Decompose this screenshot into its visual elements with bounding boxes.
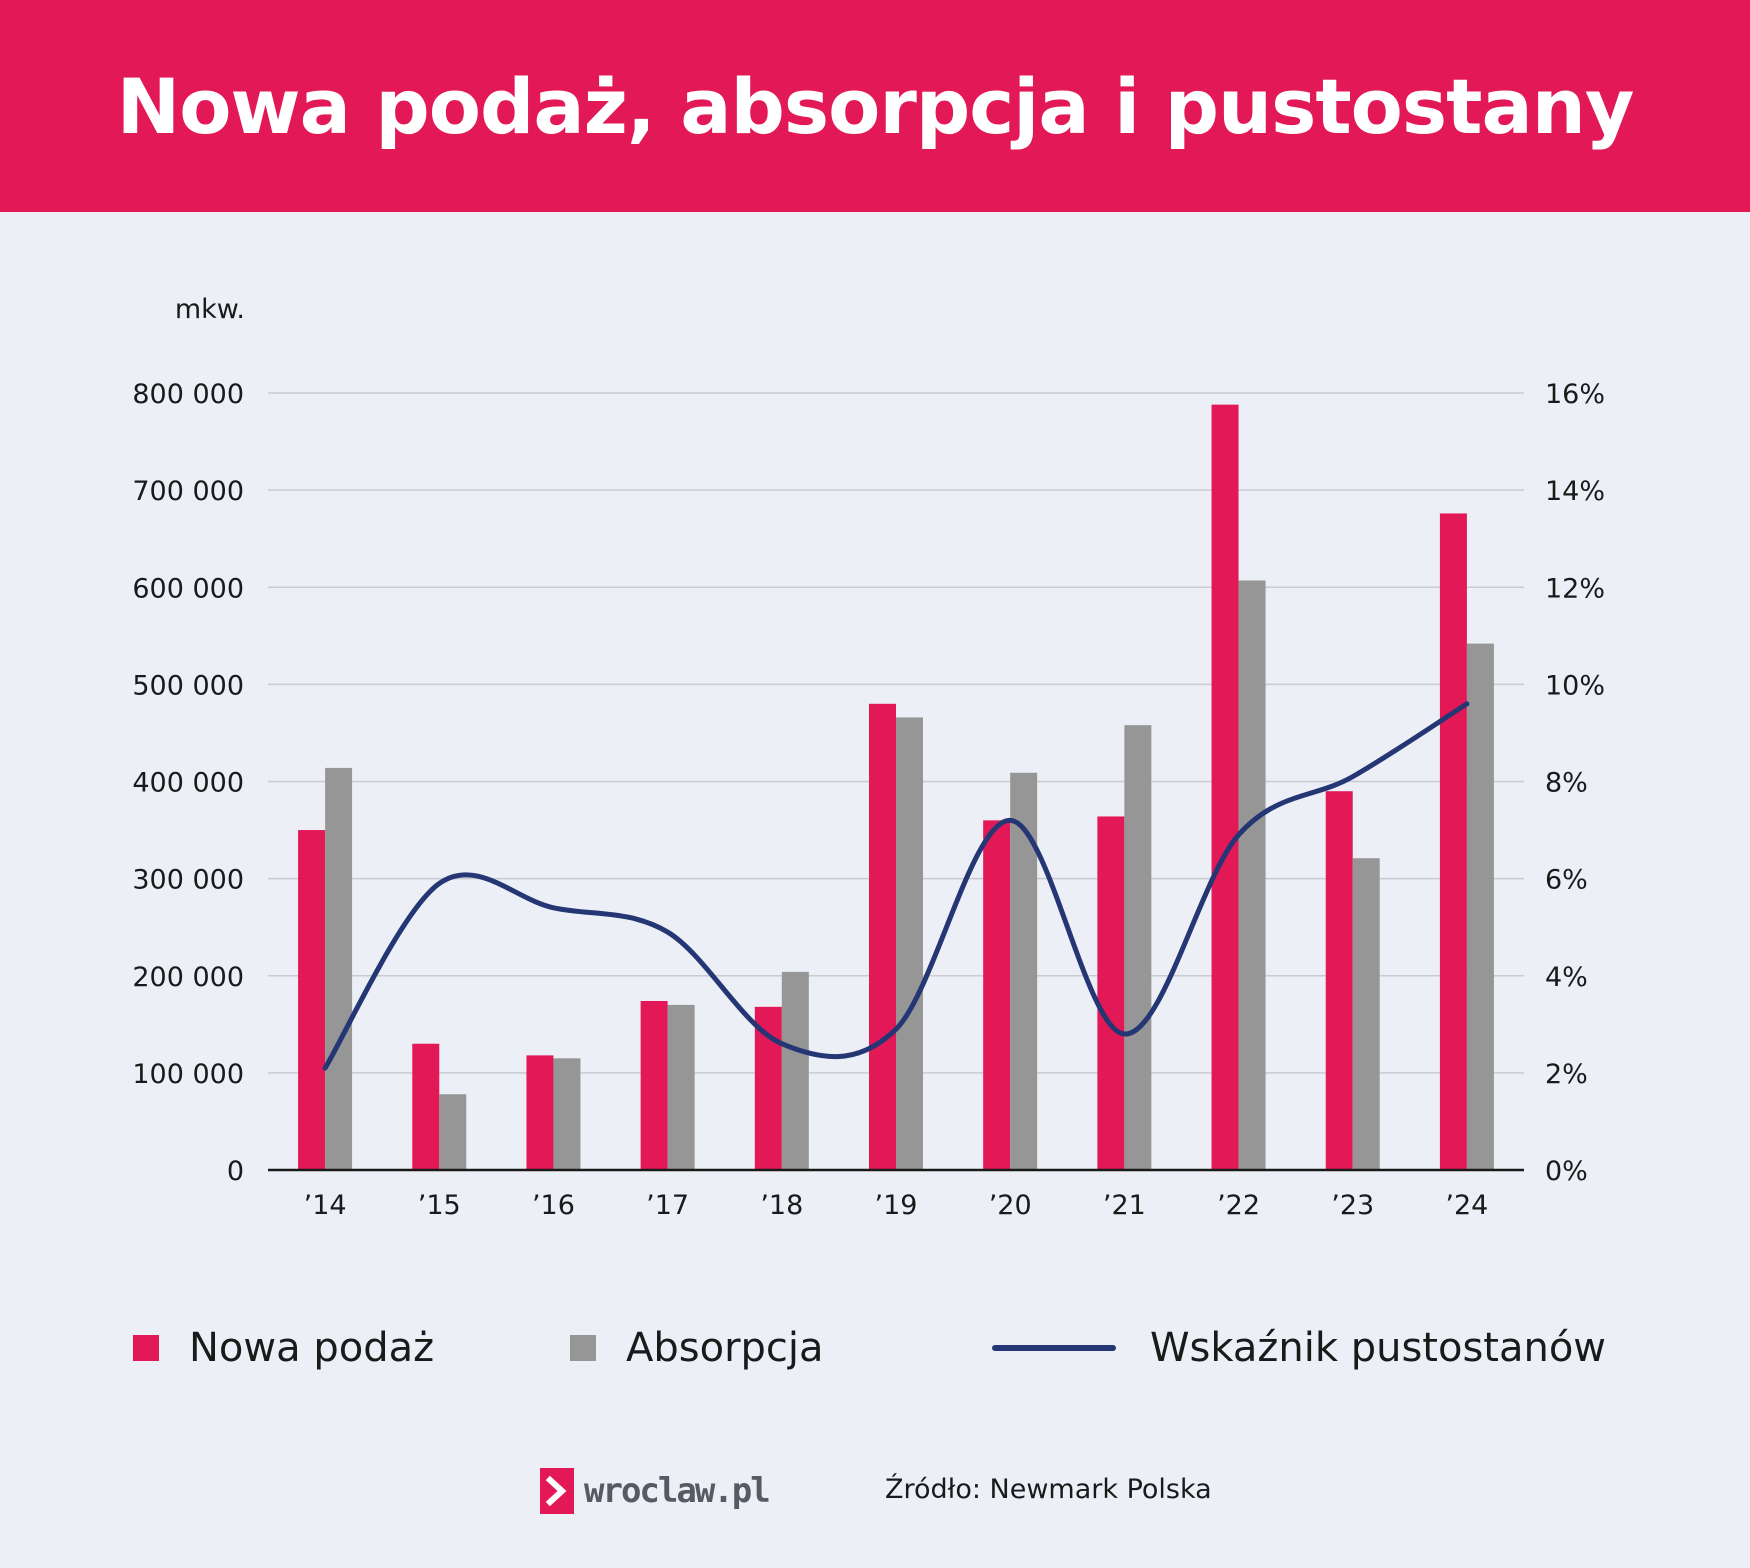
legend-item-nowa-podaz: Nowa podaż xyxy=(133,1318,434,1378)
bar-absorpcja xyxy=(667,1004,695,1170)
y2-tick-label: 6% xyxy=(1545,865,1588,896)
bar-absorpcja xyxy=(325,767,353,1170)
y2-tick-label: 0% xyxy=(1545,1156,1588,1187)
x-tick-label: ’16 xyxy=(532,1190,575,1221)
chart: 0 100 000 200 000 300 000 400 000 500 000 600 … xyxy=(132,294,1605,1221)
x-tick-label: ’20 xyxy=(989,1190,1032,1221)
legend-item-absorpcja: Absorpcja xyxy=(570,1318,824,1378)
x-tick-label: ’14 xyxy=(304,1190,347,1221)
legend-swatch-nowa-podaz xyxy=(133,1335,159,1361)
x-tick-label: ’24 xyxy=(1445,1190,1488,1221)
bar-nowa-podaz xyxy=(640,1001,668,1170)
legend-label-nowa-podaz: Nowa podaż xyxy=(189,1325,435,1371)
bar-absorpcja xyxy=(1124,725,1152,1170)
x-tick-label: ’17 xyxy=(646,1190,689,1221)
bar-nowa-podaz xyxy=(526,1055,554,1170)
bar-nowa-podaz xyxy=(1211,404,1239,1170)
y-tick-label: 800 000 xyxy=(132,379,244,410)
chevron-right-icon xyxy=(540,1468,574,1514)
wroclaw-logo: wroclaw.pl xyxy=(540,1468,771,1514)
bar-nowa-podaz xyxy=(983,820,1011,1170)
legend-label-wskaznik: Wskaźnik pustostanów xyxy=(1150,1325,1607,1371)
y-tick-label: 200 000 xyxy=(132,962,244,993)
x-tick-label: ’22 xyxy=(1217,1190,1260,1221)
y-axis-label: mkw. xyxy=(175,294,245,325)
x-tick-label: ’23 xyxy=(1331,1190,1374,1221)
y2-tick-label: 10% xyxy=(1545,670,1605,701)
bar-absorpcja xyxy=(896,717,923,1170)
x-tick-label: ’15 xyxy=(418,1190,461,1221)
y2-tick-label: 8% xyxy=(1545,768,1588,799)
bar-nowa-podaz xyxy=(298,830,326,1170)
y-tick-label: 300 000 xyxy=(132,865,244,896)
bar-absorpcja xyxy=(1352,858,1380,1170)
x-tick-label: ’21 xyxy=(1103,1190,1146,1221)
y2-tick-label: 16% xyxy=(1545,379,1605,410)
y-tick-label: 700 000 xyxy=(132,476,244,507)
y2-tick-label: 2% xyxy=(1545,1059,1588,1090)
y2-tick-label: 4% xyxy=(1545,962,1588,993)
bar-absorpcja xyxy=(553,1058,581,1170)
line-wskaznik-pustostanow xyxy=(322,701,1470,1071)
page-title: Nowa podaż, absorpcja i pustostany xyxy=(116,61,1635,151)
y-tick-label: 0 xyxy=(227,1156,244,1187)
y2-tick-label: 12% xyxy=(1545,573,1605,604)
bar-absorpcja xyxy=(781,971,809,1170)
y-tick-label: 600 000 xyxy=(132,573,244,604)
logo-text: wroclaw.pl xyxy=(584,1471,771,1511)
bar-nowa-podaz xyxy=(1097,816,1125,1170)
legend-swatch-absorpcja xyxy=(570,1335,596,1361)
bar-nowa-podaz xyxy=(1439,513,1467,1170)
legend-swatch-wskaznik xyxy=(992,1345,1116,1351)
bar-absorpcja xyxy=(1466,643,1494,1170)
legend-item-wskaznik: Wskaźnik pustostanów xyxy=(992,1318,1606,1378)
y-tick-label: 400 000 xyxy=(132,768,244,799)
x-tick-label: ’18 xyxy=(760,1190,803,1221)
bar-nowa-podaz xyxy=(869,703,896,1170)
bar-nowa-podaz xyxy=(1325,791,1353,1170)
y-tick-label: 500 000 xyxy=(132,670,244,701)
header-banner: Nowa podaż, absorpcja i pustostany xyxy=(0,0,1750,212)
source-note: Źródło: Newmark Polska xyxy=(885,1474,1212,1505)
bar-absorpcja xyxy=(439,1094,467,1170)
bar-absorpcja xyxy=(1238,580,1266,1170)
y-tick-label: 100 000 xyxy=(132,1059,244,1090)
legend-label-absorpcja: Absorpcja xyxy=(626,1325,824,1371)
y2-tick-label: 14% xyxy=(1545,476,1605,507)
bar-nowa-podaz xyxy=(412,1043,440,1170)
x-tick-label: ’19 xyxy=(875,1190,918,1221)
